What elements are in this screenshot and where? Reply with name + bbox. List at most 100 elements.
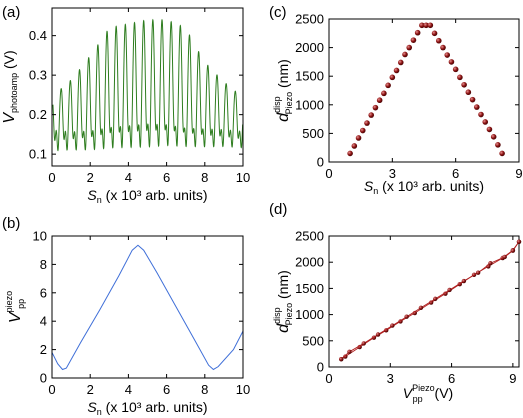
- panel-c-data-point: [469, 96, 476, 103]
- panel-c-data-point: [419, 22, 425, 29]
- panel-d-data-point: [347, 349, 352, 355]
- panel-c-data-point: [448, 59, 455, 65]
- panel-c-y-tick-label: 1000: [295, 97, 324, 112]
- panel-d-data-point: [461, 278, 467, 284]
- panel-b-y-tick-label: 6: [40, 285, 47, 300]
- panel-c-data-point: [347, 150, 353, 157]
- panel-d-series-line: [341, 241, 520, 360]
- panel-b-letter: (b): [2, 215, 20, 232]
- panel-d-y-tick-label: 1000: [295, 307, 324, 322]
- panel-d-data-point: [361, 341, 366, 346]
- panel-b-x-tick-label: 2: [87, 382, 94, 397]
- panel-a-y-tick-label: 0.1: [29, 147, 47, 162]
- panel-c-data-point: [423, 22, 429, 29]
- panel-b-series-line: [51, 244, 244, 371]
- panel-d-data-point: [404, 314, 409, 319]
- panel-b-plot-frame: [51, 235, 244, 379]
- panel-c-y-tick-label: 2500: [295, 12, 324, 27]
- panel-d-data-point: [516, 239, 522, 244]
- panel-d-data-point: [502, 254, 507, 260]
- panel-d-chart: 0 3 6 9 0 500 1000 1500 2000 2500 VPiezo pp (V) ddis…: [272, 229, 522, 404]
- panel-c-data-point: [385, 82, 391, 89]
- panel-b-y-tick-label: 8: [40, 257, 47, 272]
- panel-a-series-line: [52, 18, 244, 152]
- panel-b-y-axis-label: Vpiezo pp: [4, 291, 26, 323]
- panel-a-y-axis-label: Vphotoamp (V): [1, 50, 19, 123]
- panel-c-y-tick-label: 0: [317, 155, 324, 170]
- panel-b-x-axis-label: Sn (x 10³ arb. units): [87, 399, 207, 417]
- panel-a-y-tick-label: 0.2: [29, 107, 47, 122]
- panel-c-x-tick-label: 0: [325, 166, 332, 181]
- panel-d-data-point: [447, 287, 452, 293]
- panel-a-x-tick-label: 4: [125, 170, 132, 185]
- panel-c-data-point: [406, 44, 413, 51]
- panel-c-data-point: [490, 134, 497, 140]
- panel-c-data-point: [478, 111, 484, 118]
- panel-b-x-tick-label: 6: [163, 382, 170, 397]
- panel-a-x-tick-label: 8: [201, 170, 208, 185]
- panel-a-y-tick-label: 0.4: [29, 28, 47, 43]
- panel-d-x-tick-label: 0: [325, 371, 332, 386]
- panel-c-data-point: [427, 22, 434, 29]
- panel-d-y-tick-label: 0: [317, 360, 324, 375]
- panel-c-data-point: [435, 37, 442, 44]
- panel-c-data-point: [457, 74, 463, 81]
- panel-c-data-point: [499, 150, 505, 157]
- panel-a-x-tick-label: 0: [48, 170, 55, 185]
- panel-b-y-tick-label: 2: [40, 342, 47, 357]
- panel-b-x-tick-label: 10: [236, 382, 250, 397]
- panel-c-y-axis-label: ddisp Piezo (nm): [272, 59, 294, 122]
- panel-d-data-point: [488, 261, 493, 266]
- panel-a-x-tick-label: 2: [87, 170, 94, 185]
- panel-d-x-tick-label: 6: [448, 371, 455, 386]
- panel-d-y-tick-label: 2000: [295, 255, 324, 270]
- panel-d-data-point: [375, 332, 381, 337]
- panel-d-data-point: [390, 323, 395, 328]
- panel-c-letter: (c): [269, 4, 287, 21]
- panel-c-data-point: [364, 120, 370, 126]
- panel-c-data-point: [381, 90, 387, 97]
- panel-b-x-tick-label: 0: [48, 382, 55, 397]
- panel-a-x-tick-label: 10: [236, 170, 250, 185]
- panel-b-y-tick-label: 0: [40, 371, 47, 386]
- panel-c-data-point: [465, 89, 472, 96]
- panel-c-y-tick-label: 2000: [295, 40, 324, 55]
- panel-d-data-point: [428, 300, 434, 305]
- panel-c-x-tick-label: 9: [515, 166, 522, 181]
- panel-d-y-tick-label: 500: [302, 333, 324, 348]
- panel-c-data-point: [351, 143, 358, 149]
- panel-d-y-tick-label: 2500: [295, 229, 324, 244]
- panel-c-data-point: [368, 112, 375, 118]
- panel-c-x-axis-label: Sn (x 10³ arb. units): [364, 178, 484, 196]
- panel-c-data-point: [440, 44, 446, 51]
- panel-c-data-point: [431, 30, 438, 37]
- panel-d-letter: (d): [269, 201, 287, 218]
- panel-b-chart: 0 2 4 6 8 10 0 2 4 6 8 10 Sn (x 10³ arb. units) Vpiez…: [4, 229, 250, 418]
- panel-a-chart: 0 2 4 6 8 10 0.1 0.2 0.3 0.4 Sn (x 10³ arb. units)…: [1, 7, 250, 205]
- panel-c-data-point: [355, 135, 362, 141]
- panel-a-x-axis-label: Sn (x 10³ arb. units): [87, 187, 207, 205]
- panel-c-data-point: [452, 66, 459, 73]
- panel-d-data-point: [433, 296, 438, 302]
- panel-a-plot-frame: [51, 7, 244, 167]
- panel-c-data-point: [372, 104, 379, 111]
- panel-c-data-point: [397, 59, 404, 66]
- panel-d-plot-frame: [328, 235, 520, 368]
- panel-c-data-point: [410, 37, 417, 43]
- panel-b-y-tick-label: 4: [40, 314, 47, 329]
- panel-c-data-point: [376, 97, 383, 104]
- panel-a-x-tick-label: 6: [163, 170, 170, 185]
- panel-c-data-point: [495, 142, 501, 148]
- panel-a-letter: (a): [2, 4, 20, 21]
- panel-b-x-tick-label: 4: [125, 382, 132, 397]
- panel-c-data-point: [461, 81, 467, 88]
- panel-c-data-point: [473, 104, 480, 110]
- panel-c-chart: 0 3 6 9 0 500 1000 1500 2000 2500 Sn (x 10³ arb. u…: [272, 12, 523, 197]
- panel-a-y-tick-label: 0.3: [29, 68, 47, 83]
- panel-d-x-tick-label: 3: [387, 371, 394, 386]
- panel-c-x-tick-label: 3: [389, 166, 396, 181]
- panel-c-x-tick-label: 6: [452, 166, 459, 181]
- panel-c-y-tick-label: 500: [302, 126, 324, 141]
- panel-c-data-point: [393, 67, 400, 74]
